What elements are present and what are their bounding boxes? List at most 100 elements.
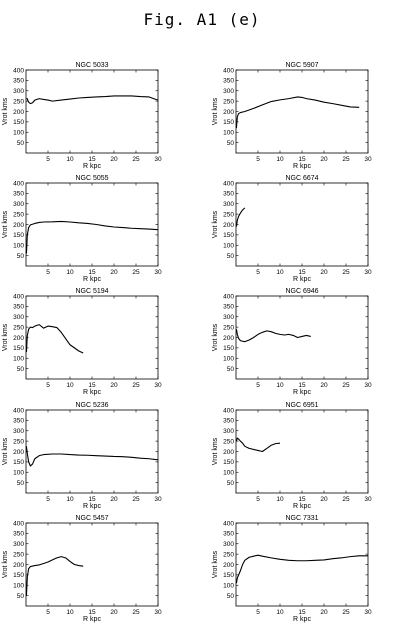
x-tick-label: 30: [364, 269, 372, 276]
y-tick-label: 100: [13, 130, 24, 137]
x-tick-label: 30: [364, 609, 372, 616]
x-tick-label: 20: [320, 382, 328, 389]
y-tick-label: 50: [17, 593, 25, 600]
x-tick-label: 15: [298, 609, 306, 616]
x-tick-label: 20: [110, 496, 118, 503]
y-tick-label: 150: [223, 459, 234, 466]
y-tick-label: 350: [223, 191, 234, 198]
x-tick-label: 10: [66, 382, 74, 389]
x-tick-label: 10: [66, 609, 74, 616]
rotation-curve-line: [235, 207, 246, 227]
plot-frame: [25, 409, 159, 494]
y-tick-label: 300: [223, 541, 234, 548]
x-tick-label: 15: [88, 269, 96, 276]
y-axis-label: Vrot kms: [212, 550, 219, 578]
x-tick-label: 15: [88, 496, 96, 503]
y-tick-label: 350: [13, 304, 24, 311]
y-axis-label: Vrot kms: [212, 97, 219, 125]
y-tick-label: 50: [227, 140, 235, 147]
y-tick-label: 350: [223, 531, 234, 538]
y-tick-label: 200: [13, 449, 24, 456]
x-tick-label: 5: [256, 496, 260, 503]
y-tick-label: 200: [13, 222, 24, 229]
rotation-curve-panel: NGC 5907 5 10 15 20 25 30 50 100 150 200 250 300 350 4…: [212, 62, 372, 170]
panel-title: NGC 6946: [285, 288, 318, 295]
x-tick-label: 30: [154, 496, 162, 503]
x-axis-label: R kpc: [83, 163, 101, 170]
y-axis-label: Vrot kms: [2, 323, 9, 351]
y-tick-label: 150: [223, 232, 234, 239]
x-axis-label: R kpc: [293, 276, 311, 283]
y-tick-label: 250: [223, 98, 234, 105]
plot-frame: [25, 69, 159, 154]
y-tick-label: 150: [13, 232, 24, 239]
y-axis-label: Vrot kms: [2, 437, 9, 465]
plot-frame: [235, 69, 369, 154]
rotation-curve-panel: NGC 5033 5 10 15 20 25 30 50 100 150 200 250 300 350 4…: [2, 62, 162, 170]
x-tick-label: 25: [132, 382, 140, 389]
rotation-curve-panel: NGC 5055 5 10 15 20 25 30 50 100 150 200 250 300 350 4…: [2, 175, 162, 283]
y-tick-label: 300: [223, 428, 234, 435]
y-tick-label: 150: [13, 119, 24, 126]
rotation-curve-line: [235, 437, 281, 453]
y-tick-label: 250: [223, 438, 234, 445]
y-tick-label: 400: [223, 293, 234, 300]
x-axis-label: R kpc: [83, 616, 101, 623]
panel-title: NGC 5236: [75, 402, 108, 409]
y-tick-label: 300: [13, 314, 24, 321]
panel-title: NGC 5194: [75, 288, 108, 295]
y-tick-label: 200: [223, 562, 234, 569]
x-tick-label: 20: [320, 496, 328, 503]
rotation-curve-line: [235, 554, 368, 584]
rotation-curve-line: [26, 95, 159, 105]
y-tick-label: 400: [13, 67, 24, 74]
x-tick-label: 10: [66, 269, 74, 276]
x-tick-label: 20: [110, 156, 118, 163]
y-tick-label: 150: [13, 572, 24, 579]
x-tick-label: 30: [154, 382, 162, 389]
x-tick-label: 25: [132, 609, 140, 616]
y-tick-label: 250: [13, 324, 24, 331]
x-tick-label: 15: [88, 156, 96, 163]
y-tick-label: 300: [13, 88, 24, 95]
rotation-curve-panel: NGC 7331 5 10 15 20 25 30 50 100 150 200 250 300 350 4…: [212, 515, 372, 623]
x-tick-label: 25: [132, 269, 140, 276]
x-tick-label: 10: [66, 496, 74, 503]
x-tick-label: 5: [46, 156, 50, 163]
y-tick-label: 200: [13, 109, 24, 116]
rotation-curve-line: [25, 220, 159, 254]
x-tick-label: 20: [110, 382, 118, 389]
panel-title: NGC 6951: [285, 402, 318, 409]
y-tick-label: 150: [13, 345, 24, 352]
y-tick-label: 400: [13, 180, 24, 187]
y-tick-label: 350: [223, 78, 234, 85]
rotation-curve-panel: NGC 6674 5 10 15 20 25 30 50 100 150 200 250 300 350 4…: [212, 175, 372, 283]
y-tick-label: 250: [13, 551, 24, 558]
y-tick-label: 100: [13, 583, 24, 590]
y-tick-label: 300: [13, 201, 24, 208]
y-tick-label: 200: [13, 562, 24, 569]
figure-title: Fig. A1 (e): [143, 10, 261, 29]
rotation-curve-panel: NGC 6946 5 10 15 20 25 30 50 100 150 200 250 300 350 4…: [212, 288, 372, 396]
y-tick-label: 100: [223, 130, 234, 137]
y-tick-label: 150: [223, 572, 234, 579]
x-tick-label: 25: [342, 269, 350, 276]
y-tick-label: 250: [223, 324, 234, 331]
rotation-curve-panel: NGC 5194 5 10 15 20 25 30 50 100 150 200 250 300 350 4…: [2, 288, 162, 396]
y-tick-label: 300: [223, 201, 234, 208]
x-axis-label: R kpc: [293, 616, 311, 623]
x-axis-label: R kpc: [83, 276, 101, 283]
x-tick-label: 5: [46, 382, 50, 389]
y-tick-label: 50: [227, 366, 235, 373]
y-tick-label: 350: [13, 418, 24, 425]
x-axis-label: R kpc: [293, 389, 311, 396]
y-tick-label: 100: [223, 583, 234, 590]
x-tick-label: 5: [46, 609, 50, 616]
y-tick-label: 100: [13, 356, 24, 363]
y-tick-label: 200: [223, 222, 234, 229]
y-tick-label: 300: [223, 88, 234, 95]
x-tick-label: 25: [132, 156, 140, 163]
x-tick-label: 20: [110, 609, 118, 616]
y-tick-label: 250: [13, 211, 24, 218]
y-tick-label: 150: [223, 345, 234, 352]
